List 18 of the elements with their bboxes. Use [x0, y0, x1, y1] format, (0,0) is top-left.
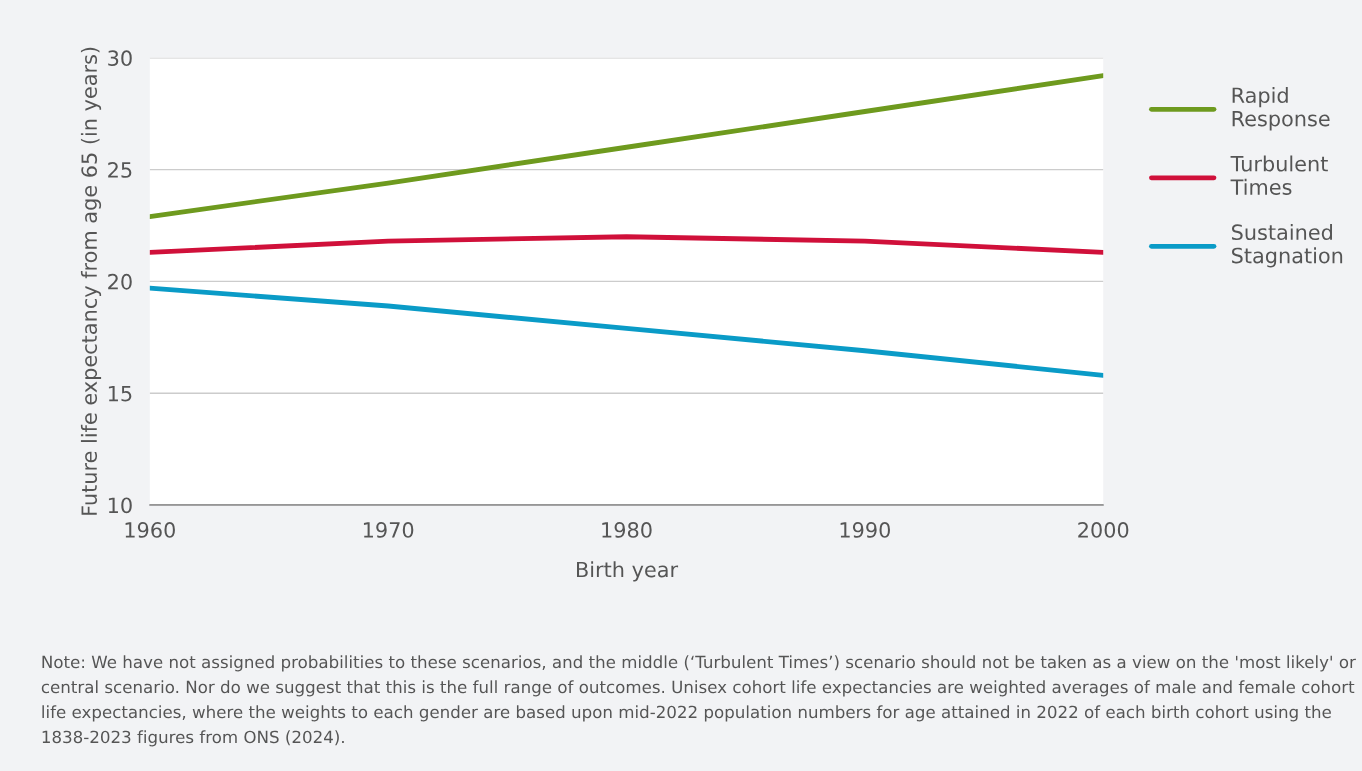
x-tick-label: 1980: [602, 522, 652, 538]
x-axis-title: Birth year: [577, 561, 679, 582]
line-series: [149, 73, 1104, 219]
y-tick-label: 20: [108, 273, 132, 290]
y-tick-label: 15: [108, 385, 132, 402]
x-tick-label: 1990: [840, 522, 890, 538]
line-series: [149, 285, 1104, 378]
y-axis-title: Future life expectancy from age 65 (in years): [80, 47, 102, 515]
y-tick-label: 25: [108, 162, 132, 178]
x-tick-label: 1970: [363, 522, 414, 538]
legend-label: Turbulent Times: [1230, 155, 1328, 195]
y-tick-label: 10: [108, 497, 132, 514]
y-tick-label: 30: [108, 50, 132, 67]
x-tick-label: 1960: [125, 522, 175, 538]
legend-label: Rapid Response: [1232, 86, 1330, 131]
x-tick-label: 2000: [1078, 522, 1129, 538]
text: Note: We have not assigned probabilities to these scenarios, and the middle (‘Turbulent Times’) scenario should not be taken as a view on the 'most likely' or central scenario. Nor do we suggest that this is the full range of outcomes. Unisex cohort life expectancies are weighted averages of male and female cohort life expectancies, where the weights to each gender are based upon mid-2022 population numbers for age attained in 2022 of each birth cohort using the 1838-2023 figures from ONS (2024).: [41, 655, 1356, 747]
legend-label: Sustained Stagnation: [1231, 223, 1343, 268]
